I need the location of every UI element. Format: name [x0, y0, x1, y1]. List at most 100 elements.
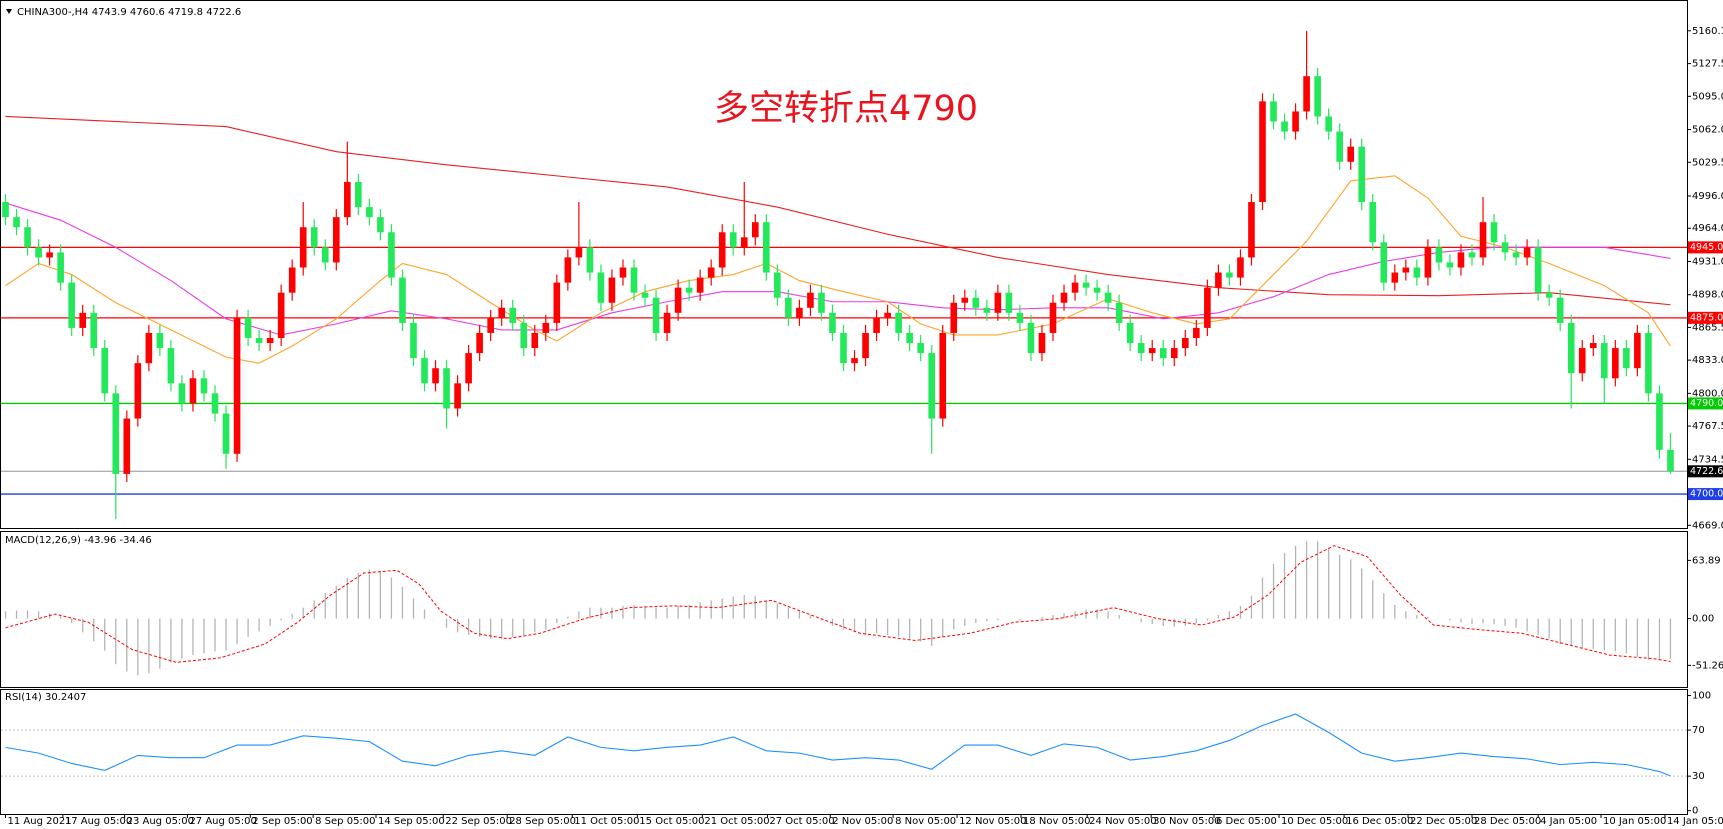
candle-body [244, 317, 252, 338]
candle-body [255, 337, 263, 344]
candle-body [1292, 111, 1299, 132]
candle-body [983, 307, 991, 313]
candle-body [1490, 222, 1498, 243]
price-level-label: 4875.0 [1690, 312, 1723, 323]
candle-body [674, 287, 682, 313]
candle-body [575, 247, 583, 258]
candle-body [774, 272, 781, 298]
candle-body [1380, 242, 1388, 283]
candle-body [421, 358, 428, 384]
price-level-label: 4722.6 [1690, 466, 1723, 477]
price-level-label: 4790.0 [1690, 398, 1723, 409]
y-tick-label: 5127.5 [1692, 59, 1723, 70]
y-tick-label: 5095.0 [1692, 91, 1723, 102]
candle-body [873, 317, 880, 333]
candle-body [1369, 202, 1377, 243]
candle-body [355, 181, 362, 208]
candle-body [465, 353, 472, 384]
y-tick-label: 0.00 [1692, 614, 1714, 625]
y-tick-label: 4898.0 [1692, 290, 1723, 301]
main-title: CHINA300-,H4 4743.9 4760.6 4719.8 4722.6 [17, 7, 241, 18]
candle-body [729, 232, 737, 248]
candle-body [222, 413, 230, 454]
candle-body [1303, 76, 1310, 112]
candle-body [1248, 202, 1255, 258]
candle-body [994, 292, 1002, 313]
price-label-box [1688, 241, 1723, 254]
candle-body [818, 292, 825, 313]
candle-body [399, 277, 406, 323]
candle-body [1645, 332, 1652, 394]
candle-body [751, 222, 759, 238]
candle-body [1137, 343, 1145, 354]
candle-body [1270, 101, 1277, 122]
candle-body [663, 312, 671, 333]
x-tick-label: 6 Dec 05:00 [1216, 816, 1277, 827]
rsi-line [5, 713, 1671, 777]
candle-body [57, 252, 64, 283]
candle-body [1578, 348, 1586, 374]
symbol-dropdown-icon[interactable] [6, 9, 12, 14]
annotation: 多空转折点4790 [714, 89, 978, 129]
candle-body [1435, 247, 1443, 263]
x-tick-label: 10 Dec 05:00 [1281, 816, 1348, 827]
candle-body [1314, 76, 1321, 117]
candle-body [1336, 131, 1343, 162]
candle-body [1281, 121, 1288, 132]
y-tick-label: 30 [1692, 771, 1705, 782]
candle-body [961, 297, 969, 303]
x-tick-label: 4 Jan 05:00 [1540, 816, 1597, 827]
candle-body [454, 383, 461, 409]
candle-body [145, 332, 153, 364]
price-label-box [1688, 397, 1723, 410]
y-tick-label: 4833.0 [1692, 355, 1723, 366]
candle-body [443, 368, 450, 409]
candle-body [498, 307, 505, 318]
candle-body [1259, 101, 1266, 203]
candle-body [299, 227, 307, 268]
x-tick-label: 15 Oct 05:00 [639, 816, 704, 827]
candle-body [2, 202, 9, 218]
candle-body [884, 312, 891, 318]
candle-body [630, 267, 638, 293]
candle-body [1567, 322, 1575, 374]
candle-body [156, 332, 164, 349]
candle-body [1126, 322, 1134, 344]
candle-body [906, 332, 913, 344]
x-tick-label: 16 Dec 05:00 [1346, 816, 1413, 827]
candle-body [1027, 322, 1035, 354]
price-label-box [1688, 465, 1723, 478]
candle-body [796, 307, 803, 318]
candle-body [79, 312, 87, 328]
x-tick-label: 10 Jan 05:00 [1603, 816, 1666, 827]
x-tick-label: 23 Aug 05:00 [127, 816, 194, 827]
candle-body [1656, 393, 1663, 450]
x-tick-label: 28 Sep 05:00 [509, 816, 576, 827]
candle-body [785, 297, 792, 318]
candle-body [1016, 312, 1024, 323]
candle-body [321, 247, 329, 263]
x-tick-label: 12 Nov 05:00 [959, 816, 1026, 827]
candle-body [1457, 252, 1465, 268]
candle-body [685, 287, 693, 293]
candle-body [1159, 348, 1167, 359]
candle-body [1468, 252, 1476, 258]
candle-body [740, 237, 748, 248]
x-tick-label: 14 Sep 05:00 [378, 816, 445, 827]
x-tick-label: 30 Nov 05:00 [1153, 816, 1220, 827]
candle-body [972, 297, 980, 308]
x-tick-label: 14 Jan 05:00 [1667, 816, 1723, 827]
x-tick-label: 18 Nov 05:00 [1023, 816, 1090, 827]
candle-body [332, 217, 340, 263]
y-tick-label: 5062.0 [1692, 125, 1723, 136]
candle-body [46, 252, 53, 258]
candle-body [652, 297, 660, 333]
candle-body [696, 277, 704, 293]
candle-body [586, 247, 594, 273]
price-label-box [1688, 311, 1723, 324]
candle-body [509, 307, 517, 323]
candle-body [807, 292, 814, 308]
candle-body [266, 337, 274, 344]
candle-body [476, 332, 483, 354]
